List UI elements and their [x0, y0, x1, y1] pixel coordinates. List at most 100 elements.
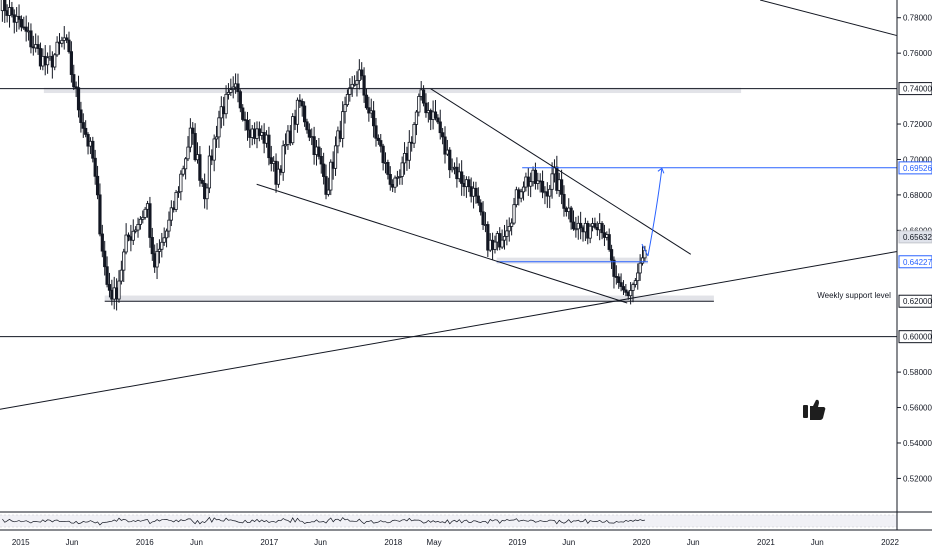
candle-body	[198, 154, 202, 181]
candle	[91, 136, 95, 163]
candle-body	[529, 181, 533, 187]
candle-body	[352, 83, 357, 86]
candle-body	[621, 286, 626, 291]
projection-arrow	[647, 168, 663, 257]
candle-body	[69, 51, 73, 75]
x-tick-label: 2019	[509, 538, 527, 547]
candle	[414, 109, 419, 136]
candle-body	[98, 194, 102, 235]
candle-body	[3, 0, 7, 12]
y-tick-label: 0.68000	[903, 191, 932, 200]
candle	[521, 181, 526, 201]
price-label: 0.62000	[903, 297, 932, 306]
candle-body	[131, 230, 135, 241]
x-tick-label: 2020	[633, 538, 651, 547]
candle-body	[333, 145, 338, 169]
candle-body	[362, 75, 366, 96]
candle-body	[176, 191, 181, 194]
candle	[126, 232, 131, 242]
candle-body	[84, 127, 88, 135]
candle-body	[607, 234, 611, 250]
candle	[467, 176, 471, 193]
candle-body	[184, 158, 188, 170]
candle	[398, 169, 402, 185]
candle	[295, 97, 300, 133]
candle	[107, 272, 112, 298]
candle	[579, 211, 583, 240]
candle-body	[460, 171, 464, 184]
candle	[510, 218, 514, 236]
x-tick-label: Jun	[66, 538, 79, 547]
candle-body	[295, 99, 300, 125]
candle	[355, 71, 359, 97]
candle-body	[436, 117, 440, 123]
candle-body	[236, 83, 240, 93]
axes-layer: 0.780000.760000.720000.700000.680000.660…	[12, 0, 932, 547]
candle	[169, 200, 173, 227]
trend-line-6	[256, 183, 628, 304]
candle-body	[141, 216, 145, 220]
candle-body	[381, 145, 385, 164]
candle	[160, 232, 164, 258]
candle	[72, 64, 76, 90]
candle-body	[379, 140, 383, 147]
candle-body	[600, 223, 604, 234]
candle-body	[638, 262, 642, 274]
thumbs-up-icon	[803, 399, 826, 420]
candle-body	[324, 176, 328, 195]
candle-body	[421, 89, 426, 104]
candle-body	[193, 133, 197, 161]
candle	[376, 134, 380, 145]
candle-body	[76, 87, 81, 111]
candle	[450, 158, 454, 173]
candle-body	[486, 224, 490, 251]
candle-body	[200, 179, 204, 184]
candle-body	[226, 92, 231, 95]
candle-body	[119, 269, 123, 282]
candle	[341, 101, 345, 148]
candle	[162, 227, 166, 246]
candle	[481, 201, 485, 230]
candle-body	[329, 161, 333, 191]
candle-body	[617, 276, 621, 284]
candle-body	[505, 230, 509, 237]
candle	[191, 122, 195, 145]
candle-body	[341, 111, 345, 139]
candle-body	[241, 107, 245, 120]
candle	[529, 172, 533, 198]
candle-body	[481, 211, 485, 226]
candle	[350, 76, 354, 97]
candle	[143, 206, 147, 220]
candle-body	[450, 167, 454, 171]
candle-body	[36, 44, 40, 49]
candle-body	[448, 149, 452, 171]
candle-body	[72, 74, 76, 88]
candle-body	[476, 195, 480, 204]
candle-body	[364, 94, 369, 109]
price-label: 0.65632	[903, 233, 932, 242]
price-label-box	[898, 330, 932, 344]
candle	[574, 216, 578, 238]
candle-body	[136, 224, 140, 231]
candle-body	[407, 141, 411, 161]
candle	[69, 41, 73, 83]
candle	[474, 181, 478, 204]
candle-body	[345, 94, 350, 106]
candle-body	[493, 241, 497, 250]
candle	[424, 93, 428, 118]
candle-body	[400, 162, 404, 177]
candle	[367, 96, 371, 122]
candle	[238, 89, 242, 113]
candle	[600, 221, 604, 240]
candle-body	[609, 249, 614, 261]
candle-body	[633, 280, 637, 285]
candle	[364, 88, 369, 110]
candle	[212, 134, 216, 172]
candle	[200, 178, 204, 187]
candle	[79, 101, 83, 133]
candle-body	[372, 110, 376, 127]
candle	[229, 78, 233, 96]
candle	[198, 146, 202, 187]
